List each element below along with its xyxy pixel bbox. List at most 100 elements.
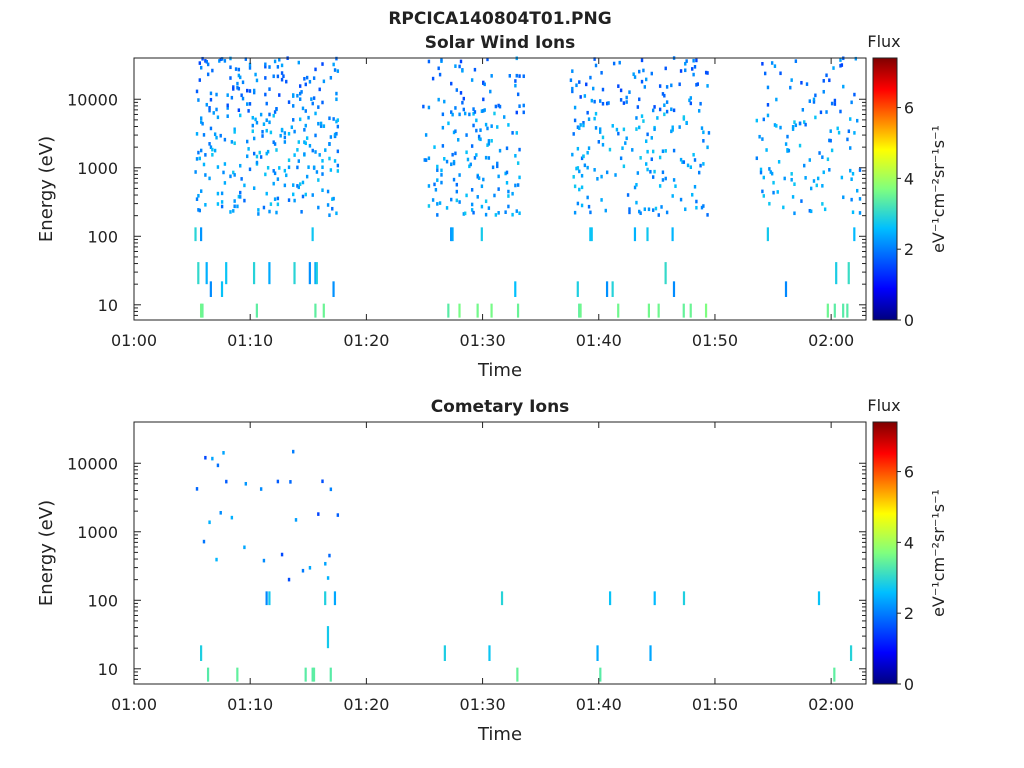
spectrogram-cell bbox=[317, 512, 320, 516]
spectrogram-cell bbox=[301, 180, 305, 185]
spectrogram-cell bbox=[586, 165, 589, 170]
spectrogram-cell bbox=[246, 154, 249, 159]
spectrogram-cell bbox=[850, 177, 853, 182]
spectrogram-cell bbox=[318, 87, 321, 92]
spectrogram-cell bbox=[809, 186, 813, 191]
spectrogram-cell bbox=[209, 281, 212, 297]
spectrogram-cell bbox=[297, 140, 300, 144]
spectrogram-cell bbox=[304, 192, 307, 197]
spectrogram-cell bbox=[696, 82, 699, 86]
spectrogram-cell bbox=[497, 103, 500, 108]
spectrogram-cell bbox=[216, 115, 220, 120]
plot-frame bbox=[133, 57, 867, 321]
spectrogram-cell bbox=[670, 129, 673, 134]
spectrogram-cell bbox=[268, 65, 271, 69]
spectrogram-cell bbox=[300, 209, 303, 214]
spectrogram-cell bbox=[575, 166, 578, 171]
spectrogram-cell bbox=[828, 138, 831, 143]
spectrogram-cell bbox=[208, 176, 211, 181]
spectrogram-cell bbox=[265, 101, 268, 106]
spectrogram-cell bbox=[251, 115, 254, 120]
spectrogram-cell bbox=[825, 110, 828, 114]
spectrogram-cell bbox=[617, 303, 620, 318]
spectrogram-cell bbox=[790, 172, 793, 176]
plot-frame bbox=[133, 421, 867, 685]
spectrogram-cell bbox=[597, 140, 600, 144]
spectrogram-cell bbox=[685, 59, 688, 63]
colorbar-unit: eV⁻¹cm⁻²sr⁻¹s⁻¹ bbox=[929, 125, 948, 253]
spectrogram-cell bbox=[206, 62, 210, 67]
spectrogram-cell bbox=[573, 118, 577, 123]
spectrogram-cell bbox=[625, 95, 628, 100]
spectrogram-cell bbox=[479, 128, 482, 132]
spectrogram-cell bbox=[856, 118, 859, 123]
spectrogram-cell bbox=[578, 169, 581, 174]
spectrogram-cell bbox=[437, 97, 440, 102]
spectrogram-cell bbox=[454, 106, 457, 110]
spectrogram-cell bbox=[586, 195, 589, 200]
spectrogram-cell bbox=[679, 69, 683, 73]
spectrogram-cell bbox=[194, 170, 197, 174]
spectrogram-cell bbox=[475, 153, 478, 157]
spectrogram-cell bbox=[651, 149, 655, 154]
spectrogram-cell bbox=[223, 59, 227, 63]
spectrogram-cell bbox=[278, 166, 281, 170]
spectrogram-cell bbox=[665, 100, 669, 104]
spectrogram-cell bbox=[635, 200, 638, 205]
spectrogram-cell bbox=[273, 142, 277, 146]
spectrogram-cell bbox=[335, 131, 338, 136]
spectrogram-cell bbox=[332, 281, 335, 297]
colorbar-tick-label: 2 bbox=[904, 604, 914, 623]
spectrogram-cell bbox=[847, 129, 851, 134]
spectrogram-cell bbox=[647, 207, 651, 212]
spectrogram-cell bbox=[593, 168, 596, 172]
spectrogram-cell bbox=[280, 77, 284, 82]
spectrogram-cell bbox=[484, 155, 488, 160]
spectrogram-cell bbox=[498, 148, 502, 153]
spectrogram-cell bbox=[230, 515, 234, 520]
spectrogram-cell bbox=[507, 123, 510, 127]
spectrogram-cell bbox=[304, 109, 307, 113]
spectrogram-cell bbox=[692, 72, 695, 77]
spectrogram-cell bbox=[804, 122, 807, 127]
spectrogram-cell bbox=[670, 83, 673, 88]
spectrogram-cell bbox=[594, 111, 598, 116]
spectrogram-cell bbox=[251, 129, 254, 134]
spectrogram-cell bbox=[197, 208, 200, 212]
spectrogram-cell bbox=[482, 97, 485, 102]
x-axis: 01:00 01:10 01:20 01:30 01:40 01:50 02:00 bbox=[111, 58, 854, 350]
x-tick-label: 01:10 bbox=[227, 695, 273, 714]
spectrogram-cell bbox=[202, 539, 206, 544]
colorbar-unit: eV⁻¹cm⁻²sr⁻¹s⁻¹ bbox=[929, 489, 948, 617]
spectrogram-cell bbox=[769, 170, 772, 174]
spectrogram-cell bbox=[243, 198, 246, 203]
spectrogram-cell bbox=[579, 123, 582, 127]
spectrogram-cell bbox=[518, 74, 521, 78]
spectrogram-cell bbox=[278, 93, 281, 97]
spectrogram-cell bbox=[600, 70, 603, 75]
spectrogram-cell bbox=[635, 127, 638, 131]
spectrogram-cell bbox=[292, 192, 295, 197]
spectrogram-cell bbox=[427, 105, 431, 110]
spectrogram-cell bbox=[198, 78, 202, 82]
spectrogram-cell bbox=[476, 303, 479, 318]
spectrogram-cell bbox=[598, 127, 602, 131]
spectrogram-cell bbox=[850, 100, 853, 105]
spectrogram-cell bbox=[672, 148, 676, 153]
spectrogram-cell bbox=[798, 121, 802, 126]
spectrogram-cell bbox=[272, 113, 275, 118]
spectrogram-cell bbox=[452, 177, 456, 182]
spectrogram-cell bbox=[475, 118, 478, 123]
spectrogram-cell bbox=[216, 463, 220, 468]
spectrogram-cell bbox=[292, 118, 295, 122]
spectrogram-cell bbox=[582, 120, 585, 125]
spectrogram-cell bbox=[600, 198, 603, 202]
y-tick-label: 1000 bbox=[77, 523, 118, 542]
spectrogram-cell bbox=[328, 213, 331, 218]
spectrogram-cell bbox=[493, 193, 496, 198]
spectrogram-cell bbox=[672, 178, 676, 182]
spectrogram-cell bbox=[451, 152, 454, 157]
spectrogram-cell bbox=[660, 205, 663, 209]
spectrogram-cell bbox=[239, 113, 242, 118]
